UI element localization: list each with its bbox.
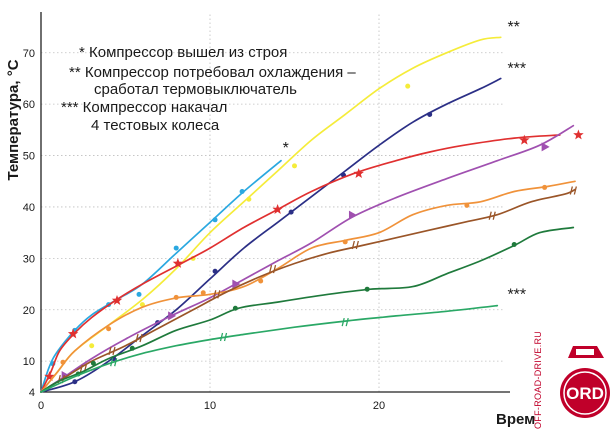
data-point [173,294,179,300]
data-point [172,258,184,268]
data-point [364,286,370,292]
data-point [351,240,359,250]
data-point [542,184,548,190]
data-point [511,241,517,247]
data-point [488,211,496,220]
annotation-label: ** [507,19,519,36]
data-point [200,290,206,296]
annotation-label: *** [507,286,526,303]
series-line [40,188,576,393]
data-point [136,291,142,297]
data-point [348,210,357,220]
series-line [40,159,282,393]
data-point [569,186,577,195]
data-point [272,204,283,214]
data-point [519,134,530,145]
legend-line-1: * Компрессор вышел из строя [79,44,287,61]
data-point [573,129,584,140]
data-point [72,379,78,385]
data-point [341,317,349,327]
y-tick-label: 60 [23,99,35,111]
data-point [173,245,179,251]
ord-logo: ORD [560,346,610,418]
data-point [219,332,228,342]
annotation-label: * [283,140,289,157]
legend-line-2: ** Компрессор потребовал охлаждения – [69,64,356,81]
data-point [67,328,79,339]
series-4 [40,129,584,393]
x-tick-label: 0 [38,400,44,412]
data-point [110,358,118,367]
data-point [213,290,221,299]
data-point [353,168,364,178]
annotation-label: *** [507,60,526,77]
data-point [268,264,277,274]
data-point [89,343,95,349]
series-line [40,226,575,393]
watermark-text: OFF-ROAD-DRIVE.RU [533,331,543,429]
legend-line-4: *** Компрессор накачал [61,99,227,116]
data-point [232,279,241,289]
watermark: OFF-ROAD-DRIVE.RU ORD [533,331,611,432]
x-tick-label: 20 [373,400,385,412]
data-point [168,311,177,321]
series [40,36,584,393]
series-9 [40,304,499,393]
data-point [212,268,218,274]
data-point [292,163,297,169]
data-point [232,305,238,311]
data-point [108,346,116,356]
y-tick-label: 40 [23,202,35,214]
y-tick-label: 50 [23,151,35,163]
data-point [246,196,252,202]
y-axis-title: Температура, °С [5,59,22,180]
data-point [60,359,66,365]
data-point [239,189,245,195]
legend-line-3: сработал термовыключатель [94,81,297,98]
y-tick-label: 10 [23,356,35,368]
axes [40,12,510,393]
data-point [427,111,433,117]
ord-logo-text: ORD [566,384,604,403]
series-1 [40,159,282,393]
data-point [541,142,550,152]
annotations: ********* [283,19,526,303]
legend-line-5: 4 тестовых колеса [91,117,220,134]
data-point [342,239,348,245]
data-point [135,333,143,343]
series-line [40,124,575,393]
data-point [288,209,294,215]
tick-labels: 0 10 20 4 10 20 30 40 50 60 70 [23,48,385,412]
data-point [44,371,55,381]
data-point [464,202,470,208]
series-6 [40,180,576,393]
data-point [129,345,135,351]
data-point [258,278,264,284]
data-point [405,83,411,89]
data-point [90,360,96,366]
data-point [106,326,112,332]
y-tick-label: 70 [23,48,35,60]
series-line [40,180,576,393]
y-tick-label: 20 [23,305,35,317]
y-tick-label: 4 [29,387,35,399]
x-tick-label: 10 [204,400,216,412]
data-point [111,295,123,305]
y-tick-label: 30 [23,253,35,265]
legend: * Компрессор вышел из строя ** Компрессо… [61,44,356,134]
data-point [212,217,218,223]
